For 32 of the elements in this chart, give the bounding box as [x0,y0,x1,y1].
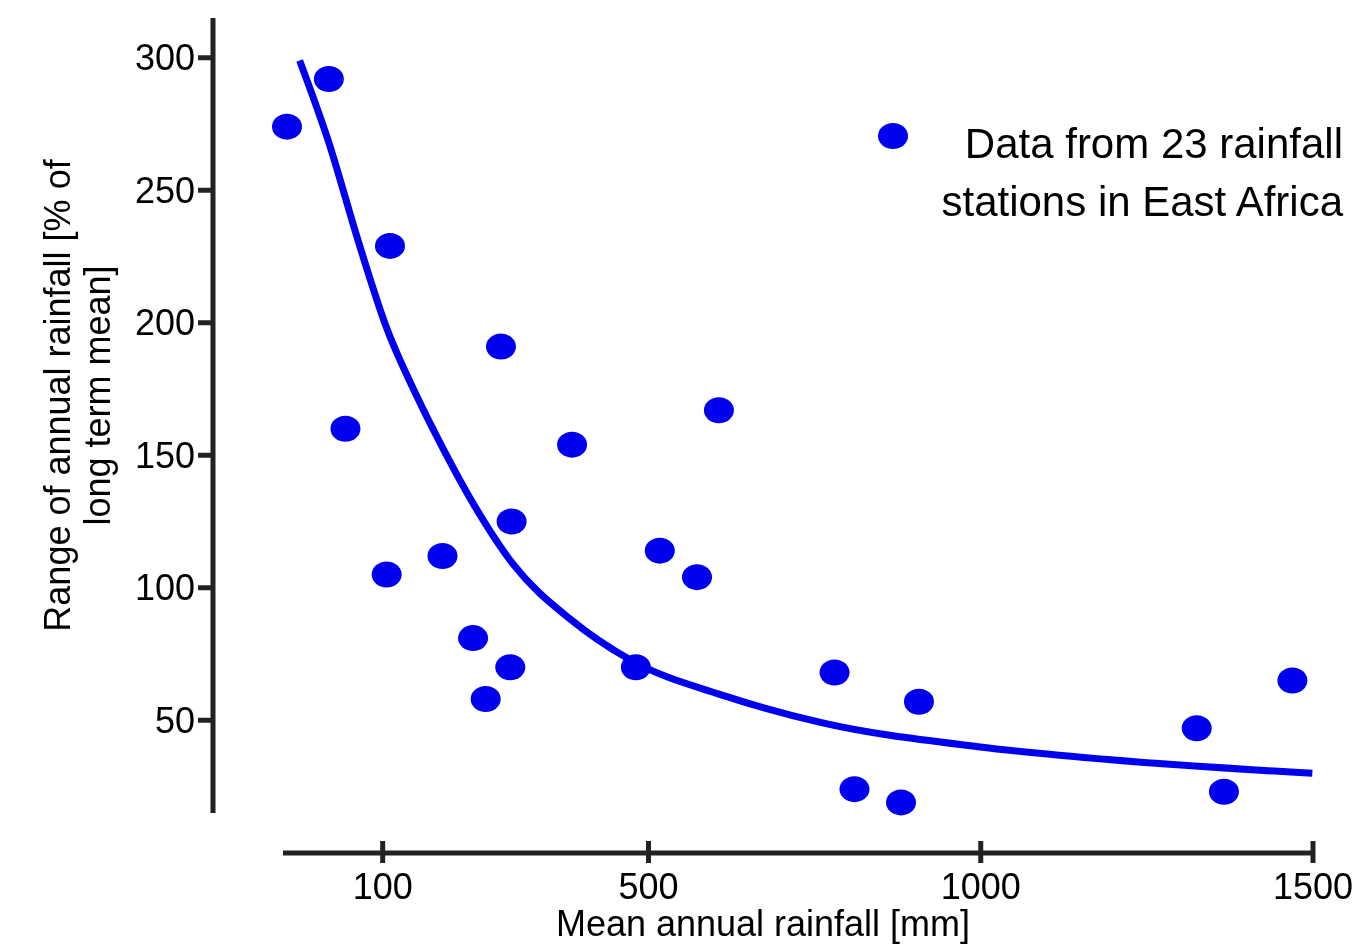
point [371,561,402,588]
point [427,542,458,569]
point [470,686,501,713]
point [374,232,405,259]
point [839,776,870,803]
legend-label: Data from 23 rainfall stations in East Africa [941,120,1344,225]
x-tick-label: 100 [352,866,413,907]
y-tick-label: 150 [134,434,195,476]
point [313,65,344,92]
point [1208,778,1239,805]
point [681,564,712,591]
y-axis-title: Range of annual rainfall [% of long term mean] [37,158,118,632]
y-tick-label: 300 [134,37,195,79]
y-tick-label: 200 [134,302,195,344]
y-tick-label: 50 [154,699,195,741]
point [495,654,526,681]
y-tick-label: 100 [134,567,195,609]
point [1277,667,1308,694]
point [458,625,489,652]
point [557,431,588,458]
point [644,537,675,564]
point [1181,715,1212,742]
point [496,508,527,535]
y-tick-label: 250 [134,169,195,211]
point [703,397,734,424]
point [271,113,302,140]
point [485,333,516,360]
point [886,789,916,816]
point [330,415,361,442]
point [903,688,934,715]
x-tick-label: 1500 [1272,866,1354,907]
point [819,659,850,686]
